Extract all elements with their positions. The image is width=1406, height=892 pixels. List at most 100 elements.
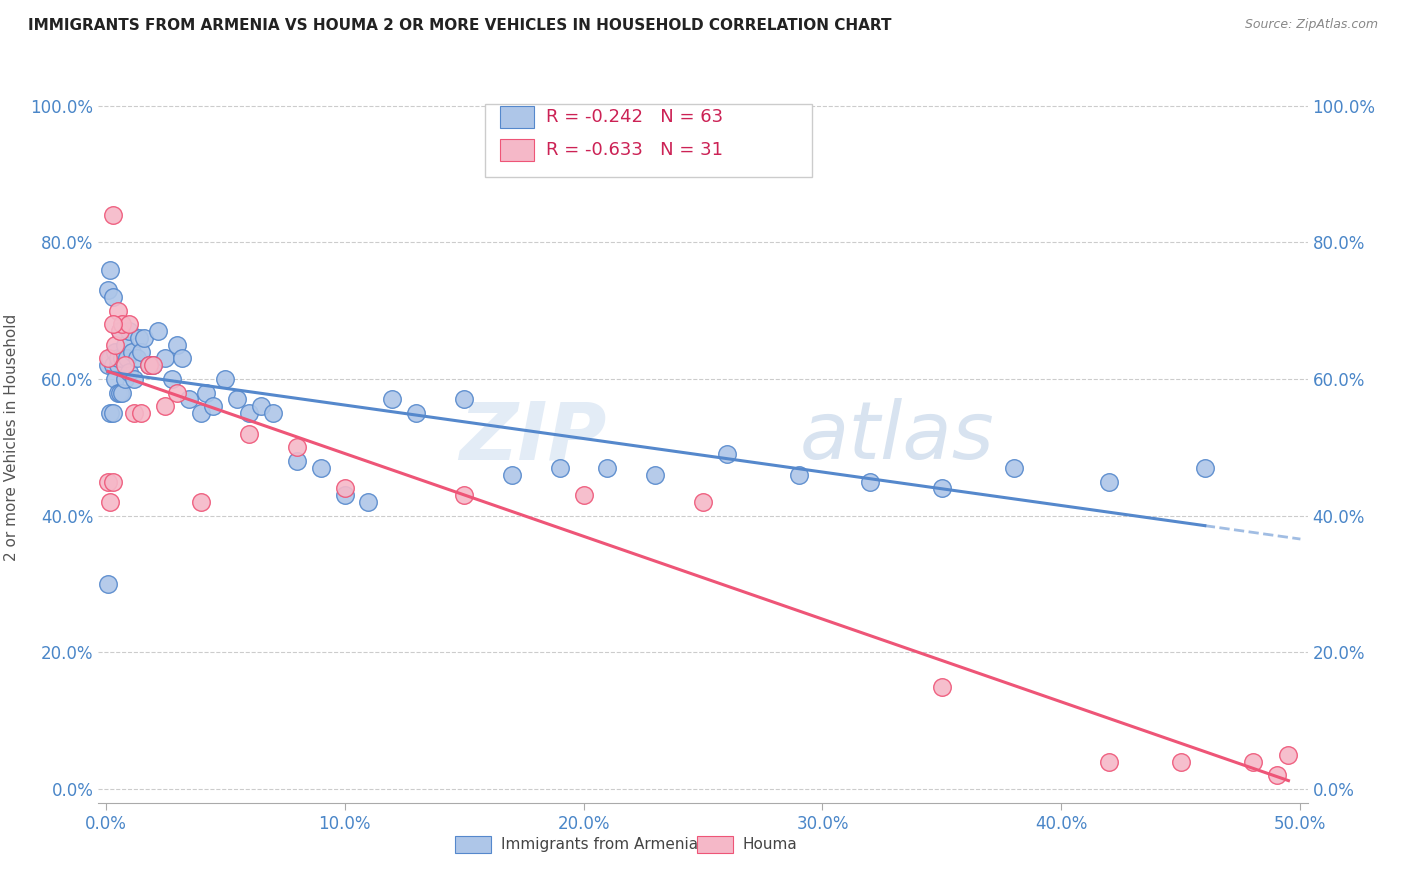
Point <box>1277 747 1299 762</box>
Point <box>107 385 129 400</box>
Point <box>98 406 121 420</box>
Point <box>226 392 249 407</box>
Point <box>644 467 666 482</box>
Point <box>114 372 136 386</box>
Point <box>162 372 184 386</box>
Point <box>548 460 571 475</box>
Point <box>596 460 619 475</box>
Point <box>859 475 882 489</box>
Point <box>1241 755 1264 769</box>
Point <box>333 481 356 495</box>
Point <box>285 454 308 468</box>
Point <box>1194 460 1216 475</box>
Text: ZIP: ZIP <box>458 398 606 476</box>
Point <box>381 392 404 407</box>
Point <box>250 400 273 414</box>
Point <box>98 495 121 509</box>
Point <box>453 488 475 502</box>
Point <box>121 344 143 359</box>
Point <box>194 385 217 400</box>
Point <box>138 359 160 373</box>
Point <box>285 440 308 454</box>
Point <box>98 262 121 277</box>
Point <box>132 331 155 345</box>
Point <box>357 495 380 509</box>
Point <box>787 467 810 482</box>
Point <box>146 324 169 338</box>
FancyBboxPatch shape <box>697 837 734 853</box>
Point <box>101 208 124 222</box>
Point <box>104 372 127 386</box>
Point <box>238 406 260 420</box>
Point <box>111 351 134 366</box>
Point <box>98 351 121 366</box>
Point <box>104 344 127 359</box>
Point <box>97 577 120 591</box>
Point <box>155 400 177 414</box>
Point <box>101 359 124 373</box>
Point <box>1098 755 1121 769</box>
Text: atlas: atlas <box>800 398 994 476</box>
Text: Immigrants from Armenia: Immigrants from Armenia <box>501 837 699 852</box>
Point <box>501 467 523 482</box>
Point <box>155 351 177 366</box>
Point <box>170 351 193 366</box>
FancyBboxPatch shape <box>501 106 534 128</box>
Point <box>262 406 284 420</box>
FancyBboxPatch shape <box>485 104 811 178</box>
Point <box>333 488 356 502</box>
Point <box>931 481 953 495</box>
Point <box>453 392 475 407</box>
Point <box>128 331 150 345</box>
Point <box>114 338 136 352</box>
Point <box>131 406 153 420</box>
Point <box>97 475 120 489</box>
Point <box>115 351 138 366</box>
Point <box>190 495 212 509</box>
Point <box>118 324 141 338</box>
Point <box>214 372 236 386</box>
Point <box>1170 755 1192 769</box>
Point <box>107 303 129 318</box>
Point <box>122 406 145 420</box>
Point <box>118 365 141 379</box>
Point <box>97 283 120 297</box>
Point <box>142 359 165 373</box>
Point <box>111 385 134 400</box>
FancyBboxPatch shape <box>456 837 492 853</box>
Point <box>692 495 714 509</box>
Point <box>931 680 953 694</box>
Point <box>572 488 595 502</box>
Point <box>97 351 120 366</box>
Point <box>111 318 134 332</box>
Point <box>166 338 188 352</box>
Text: R = -0.242   N = 63: R = -0.242 N = 63 <box>546 108 723 126</box>
Point <box>101 406 124 420</box>
Point <box>104 338 127 352</box>
Text: Houma: Houma <box>742 837 797 852</box>
Point <box>122 372 145 386</box>
Point <box>125 351 148 366</box>
FancyBboxPatch shape <box>501 139 534 161</box>
Point <box>238 426 260 441</box>
Point <box>190 406 212 420</box>
Point <box>101 290 124 304</box>
Point <box>138 359 160 373</box>
Point <box>108 385 131 400</box>
Point <box>107 359 129 373</box>
Point <box>97 359 120 373</box>
Point <box>108 324 131 338</box>
Point <box>1098 475 1121 489</box>
Text: IMMIGRANTS FROM ARMENIA VS HOUMA 2 OR MORE VEHICLES IN HOUSEHOLD CORRELATION CHA: IMMIGRANTS FROM ARMENIA VS HOUMA 2 OR MO… <box>28 18 891 33</box>
Point <box>1002 460 1025 475</box>
Point <box>118 318 141 332</box>
Point <box>309 460 332 475</box>
Point <box>108 324 131 338</box>
Point <box>202 400 225 414</box>
Point <box>101 475 124 489</box>
Text: Source: ZipAtlas.com: Source: ZipAtlas.com <box>1244 18 1378 31</box>
Point <box>142 359 165 373</box>
Point <box>114 359 136 373</box>
Point <box>166 385 188 400</box>
Point <box>107 351 129 366</box>
